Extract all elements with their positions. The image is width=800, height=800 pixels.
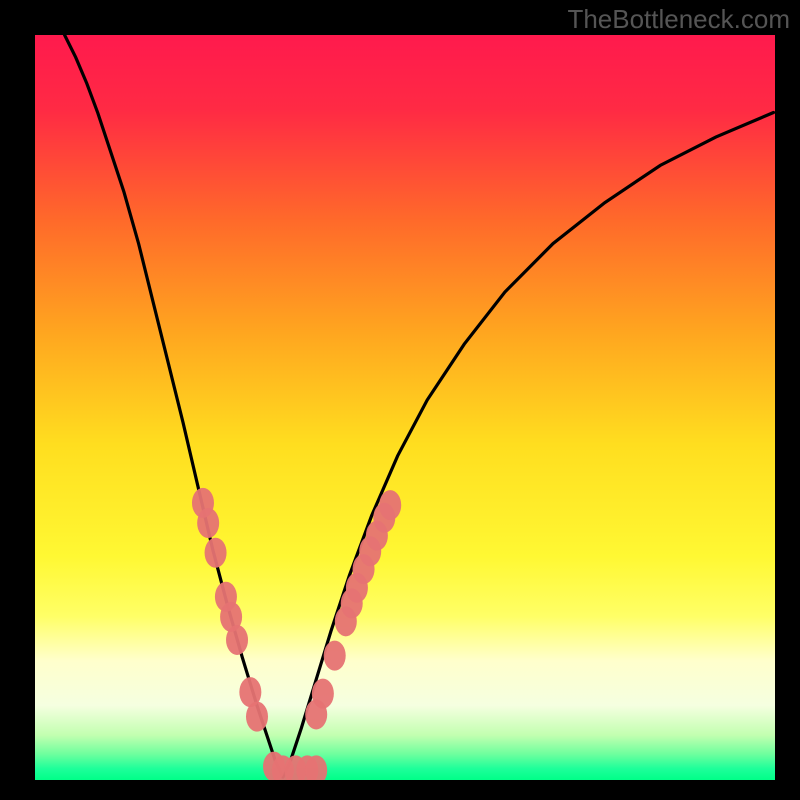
watermark-text: TheBottleneck.com	[567, 4, 790, 35]
curve-marker	[379, 490, 401, 520]
chart-plot-area	[35, 35, 775, 780]
curve-marker	[246, 702, 268, 732]
curve-marker	[205, 538, 227, 568]
curve-marker	[197, 508, 219, 538]
chart-background-gradient	[35, 35, 775, 780]
curve-marker	[312, 679, 334, 709]
curve-marker	[324, 641, 346, 671]
chart-outer-frame: TheBottleneck.com	[0, 0, 800, 800]
curve-marker	[226, 625, 248, 655]
